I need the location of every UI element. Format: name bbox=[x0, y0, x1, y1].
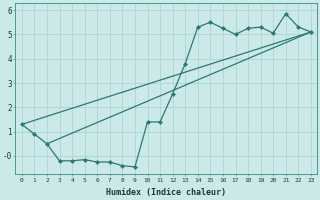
X-axis label: Humidex (Indice chaleur): Humidex (Indice chaleur) bbox=[106, 188, 226, 197]
